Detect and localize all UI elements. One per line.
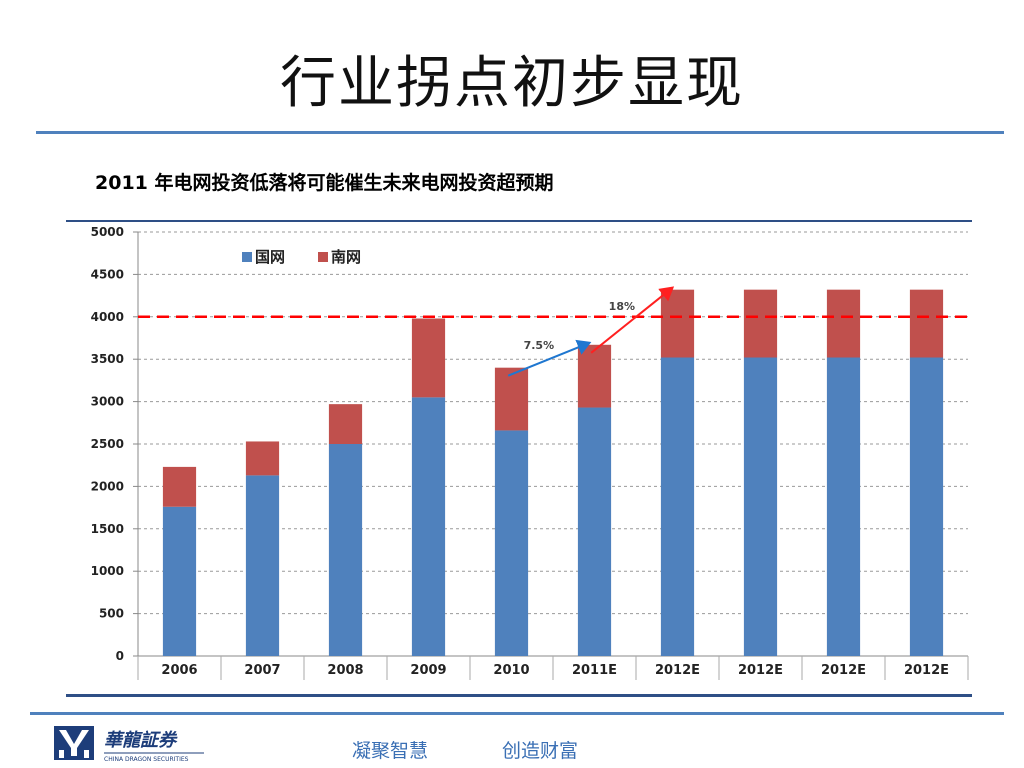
title-divider xyxy=(36,131,1004,134)
chart-subtitle: 2011 年电网投资低落将可能催生未来电网投资超预期 xyxy=(95,172,554,194)
growth-label: 18% xyxy=(609,300,635,313)
x-axis: 2006 2007 2008 2009 2010 2011E 2012E 2012E 2012E… xyxy=(137,655,969,680)
bar-nanwang xyxy=(245,441,280,476)
legend-label: 国网 xyxy=(255,248,285,266)
x-tick-label: 2011E xyxy=(572,663,617,678)
company-logo: 華龍証券 CHINA DRAGON SECURITIES xyxy=(54,726,204,763)
bar-nanwang xyxy=(411,318,446,398)
bar-guowang xyxy=(577,407,612,656)
chart-legend: 国网 南网 xyxy=(242,248,361,266)
stacked-bar-chart: 0 500 1000 1500 2000 2500 3000 3500 4000 4500 5000… xyxy=(91,225,969,680)
bar-guowang xyxy=(411,397,446,656)
bar-guowang xyxy=(826,357,861,656)
bar-guowang xyxy=(909,357,944,656)
legend-label: 南网 xyxy=(331,248,361,266)
y-tick-label: 1500 xyxy=(91,522,124,536)
chart-bars xyxy=(162,289,944,656)
x-tick-label: 2012E xyxy=(655,663,700,678)
legend-swatch xyxy=(318,252,328,262)
y-tick-label: 2000 xyxy=(91,479,124,493)
logo-subtitle: CHINA DRAGON SECURITIES xyxy=(104,756,189,763)
logo-name: 華龍証券 xyxy=(104,730,178,751)
y-tick-label: 500 xyxy=(99,607,124,621)
logo-emblem-icon xyxy=(54,726,94,760)
footer-divider xyxy=(30,712,1004,715)
y-tick-label: 0 xyxy=(116,649,124,663)
x-tick-label: 2012E xyxy=(904,663,949,678)
growth-arrow xyxy=(507,339,592,377)
growth-arrow xyxy=(590,286,675,354)
footer-slogan-2: 创造财富 xyxy=(502,740,579,762)
y-tick-label: 5000 xyxy=(91,225,124,239)
bar-nanwang xyxy=(826,289,861,358)
x-tick-label: 2010 xyxy=(493,663,529,678)
bar-nanwang xyxy=(328,404,363,444)
bar-guowang xyxy=(162,506,197,656)
x-tick-label: 2012E xyxy=(738,663,783,678)
x-tick-label: 2008 xyxy=(327,663,363,678)
legend-swatch xyxy=(242,252,252,262)
y-tick-label: 4500 xyxy=(91,267,124,281)
bar-guowang xyxy=(494,430,529,656)
y-tick-label: 3500 xyxy=(91,352,124,366)
y-tick-label: 1000 xyxy=(91,564,124,578)
bar-guowang xyxy=(743,357,778,656)
y-tick-label: 2500 xyxy=(91,437,124,451)
bar-guowang xyxy=(245,475,280,656)
x-tick-label: 2012E xyxy=(821,663,866,678)
bar-nanwang xyxy=(494,367,529,431)
bar-nanwang xyxy=(660,289,695,358)
chart-frame xyxy=(66,220,972,697)
bar-guowang xyxy=(660,357,695,656)
page-title: 行业拐点初步显现 xyxy=(280,51,744,116)
bar-guowang xyxy=(328,444,363,656)
bar-nanwang xyxy=(577,344,612,408)
chart-annotations: 7.5% 18% xyxy=(507,286,675,377)
growth-label: 7.5% xyxy=(524,339,555,352)
x-tick-label: 2006 xyxy=(161,663,197,678)
x-tick-label: 2009 xyxy=(410,663,446,678)
y-tick-label: 3000 xyxy=(91,395,124,409)
bar-nanwang xyxy=(909,289,944,358)
y-axis: 0 500 1000 1500 2000 2500 3000 3500 4000 4500 5000 xyxy=(91,225,139,663)
bar-nanwang xyxy=(162,466,197,507)
footer-slogan-1: 凝聚智慧 xyxy=(352,740,429,762)
y-tick-label: 4000 xyxy=(91,310,124,324)
x-tick-label: 2007 xyxy=(244,663,280,678)
bar-nanwang xyxy=(743,289,778,358)
